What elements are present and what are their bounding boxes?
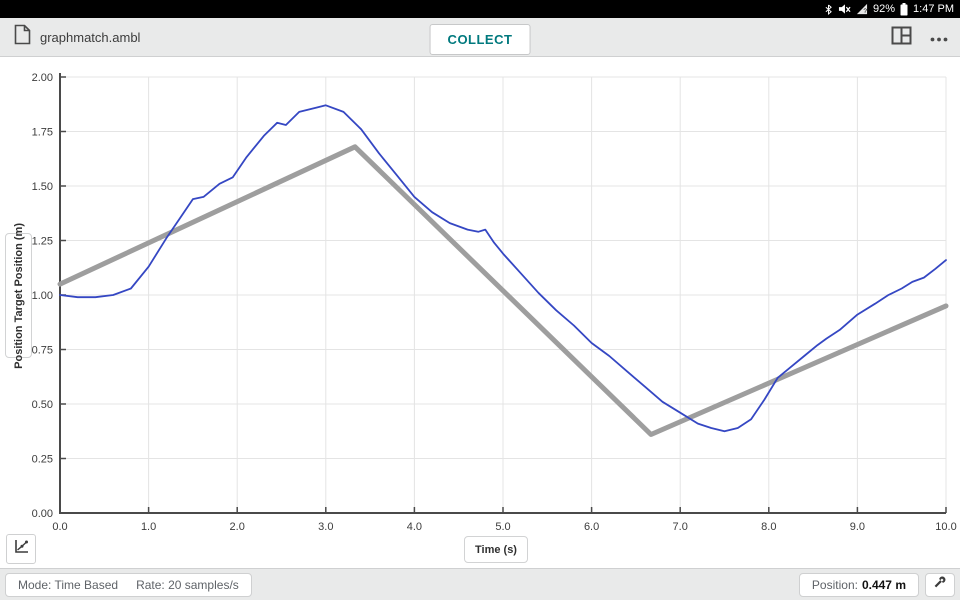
wrench-icon	[932, 574, 948, 595]
rate-label: Rate: 20 samples/s	[136, 577, 239, 592]
collect-button[interactable]: COLLECT	[429, 24, 531, 55]
x-axis-title-label: Time (s)	[475, 543, 517, 556]
file-name-label: graphmatch.ambl	[40, 29, 141, 45]
x-tick-label: 7.0	[673, 521, 688, 533]
bluetooth-icon	[824, 3, 833, 16]
x-axis-title-button[interactable]: Time (s)	[464, 536, 528, 563]
x-tick-label: 1.0	[141, 521, 156, 533]
collection-settings-button[interactable]: Mode: Time Based Rate: 20 samples/s	[5, 572, 252, 597]
y-tick-label: 0.00	[32, 508, 53, 520]
toolbar: graphmatch.ambl COLLECT	[0, 18, 960, 57]
x-tick-label: 6.0	[584, 521, 599, 533]
x-tick-label: 3.0	[318, 521, 333, 533]
x-tick-label: 9.0	[850, 521, 865, 533]
x-tick-label: 8.0	[761, 521, 776, 533]
document-icon	[14, 24, 31, 50]
position-value: 0.447 m	[861, 577, 906, 592]
y-axis-title-button[interactable]: Position Target Position (m)	[5, 223, 32, 368]
x-tick-label: 4.0	[407, 521, 422, 533]
y-tick-label: 0.50	[32, 399, 53, 411]
more-options-icon[interactable]	[930, 29, 948, 47]
y-tick-label: 1.00	[32, 290, 53, 302]
mode-label: Mode: Time Based	[18, 577, 119, 592]
file-name-button[interactable]: graphmatch.ambl	[0, 24, 140, 50]
y-tick-label: 1.25	[32, 236, 53, 248]
y-tick-label: 0.25	[32, 454, 53, 466]
y-tick-label: 2.00	[32, 72, 53, 84]
position-label: Position:	[811, 577, 858, 592]
position-meter[interactable]: Position: 0.447 m	[798, 572, 919, 597]
battery-icon	[900, 2, 908, 16]
x-tick-label: 0.0	[52, 521, 67, 533]
chart-area: 0.00 0.25 0.50 0.75 1.00 1.25 1.50 1.75 2.00 0.0 1…	[0, 57, 960, 568]
series-target-position	[57, 144, 949, 437]
volume-muted-icon	[838, 3, 851, 15]
y-tick-label: 1.75	[32, 127, 53, 139]
chart-plot[interactable]: 0.00 0.25 0.50 0.75 1.00 1.25 1.50 1.75 2.00 0.0 1…	[0, 57, 960, 568]
y-axis-title-label: Position Target Position (m)	[12, 222, 25, 369]
battery-percent: 92%	[873, 3, 896, 15]
svg-text:?: ?	[863, 8, 867, 15]
status-time: 1:47 PM	[913, 3, 954, 15]
x-tick-label: 10.0	[935, 521, 956, 533]
x-tick-label: 5.0	[495, 521, 510, 533]
split-view-icon[interactable]	[891, 26, 912, 50]
series-position	[59, 104, 947, 433]
status-bar: ? 92% 1:47 PM	[0, 0, 960, 18]
signal-icon: ?	[856, 3, 868, 15]
sensor-settings-button[interactable]	[925, 572, 955, 597]
y-tick-label: 0.75	[32, 345, 53, 357]
bottom-bar: Mode: Time Based Rate: 20 samples/s Posi…	[0, 568, 960, 600]
y-tick-label: 1.50	[32, 181, 53, 193]
x-tick-label: 2.0	[230, 521, 245, 533]
graph-options-button[interactable]	[6, 534, 36, 564]
graph-options-icon	[13, 538, 30, 560]
